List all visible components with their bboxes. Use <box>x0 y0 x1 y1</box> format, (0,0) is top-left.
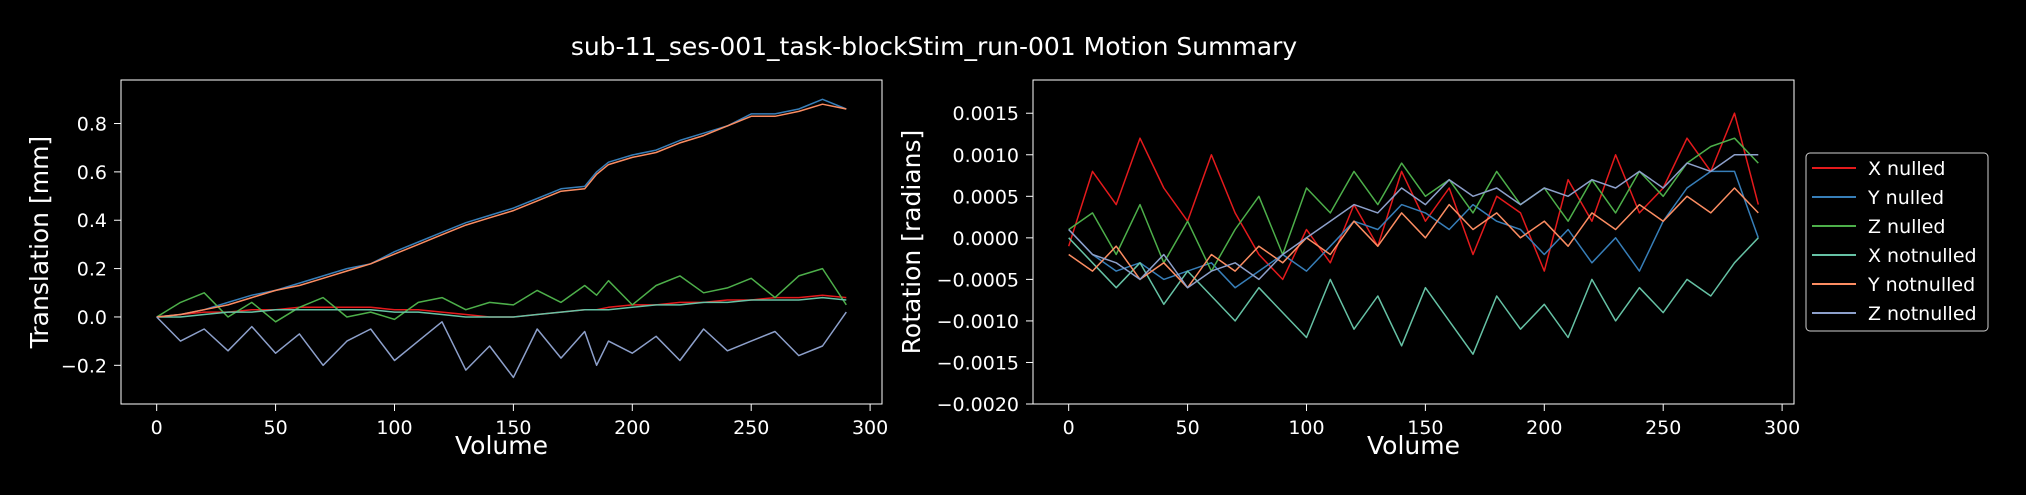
translation-panel: 0 50 100 150 200 250 300 −0.2 0.0 0.2 0.4 0.6 0.8 Vol… <box>25 79 888 460</box>
x-tick-label: 200 <box>614 417 650 439</box>
series-line-y-notnulled <box>156 103 847 318</box>
legend-label: Y nulled <box>1867 187 1944 209</box>
legend-label: Y notnulled <box>1867 274 1975 296</box>
y-tick-label: 0.2 <box>77 259 107 281</box>
figure-title: sub-11_ses-001_task-blockStim_run-001 Mo… <box>571 32 1298 61</box>
plot-frame <box>120 79 883 405</box>
y-tick-label: 0.0000 <box>953 228 1019 250</box>
series-line-y-nulled <box>1068 170 1760 289</box>
series-line-x-notnulled <box>1068 237 1759 355</box>
y-axis-label: Translation [mm] <box>25 136 54 349</box>
x-tick-label: 100 <box>1288 417 1324 439</box>
x-tick-label: 150 <box>495 417 531 439</box>
x-tick-label: 150 <box>1407 417 1443 439</box>
x-tick-label: 50 <box>263 417 287 439</box>
legend: X nulled Y nulled Z nulled X notnulled Y not… <box>1805 152 1989 332</box>
y-tick-label: 0.6 <box>77 162 107 184</box>
y-tick-label: 0.8 <box>77 114 107 136</box>
y-tick-label: −0.0020 <box>937 394 1019 416</box>
series-line-z-nulled <box>1068 137 1759 272</box>
y-tick-label: −0.0005 <box>937 269 1019 291</box>
x-tick-label: 250 <box>1645 417 1681 439</box>
x-tick-label: 0 <box>151 417 163 439</box>
legend-label: Z nulled <box>1868 216 1945 238</box>
y-tick-label: 0.0010 <box>953 145 1019 167</box>
y-tick-label: 0.0 <box>77 307 107 329</box>
series-line-y-notnulled <box>1068 187 1759 289</box>
x-tick-label: 300 <box>1764 417 1800 439</box>
series-line-z-notnulled <box>156 311 847 379</box>
y-tick-label: −0.0010 <box>937 311 1019 333</box>
x-tick-label: 200 <box>1526 417 1562 439</box>
y-tick-label: 0.0005 <box>953 186 1019 208</box>
y-tick-label: −0.0015 <box>937 352 1019 374</box>
x-axis-label: Volume <box>1367 431 1460 460</box>
rotation-panel: 0 50 100 150 200 250 300 −0.0020 −0.0015 −0.0010 −… <box>897 79 1800 460</box>
y-tick-label: 0.0015 <box>953 103 1019 125</box>
series-line-z-notnulled <box>1068 154 1759 289</box>
x-tick-label: 250 <box>733 417 769 439</box>
series-line-x-notnulled <box>156 296 847 318</box>
y-tick-label: 0.4 <box>77 210 107 232</box>
plot-frame <box>1032 79 1795 405</box>
legend-label: Z notnulled <box>1868 303 1977 325</box>
y-axis-label: Rotation [radians] <box>897 130 926 355</box>
y-tick-label: −0.2 <box>61 355 107 377</box>
x-tick-label: 300 <box>852 417 888 439</box>
legend-label: X nulled <box>1868 158 1945 180</box>
x-axis-label: Volume <box>455 431 548 460</box>
x-tick-label: 0 <box>1063 417 1075 439</box>
x-tick-label: 50 <box>1175 417 1199 439</box>
series-line-z-nulled <box>156 267 847 323</box>
legend-items: X nulled Y nulled Z nulled X notnulled Y not… <box>1812 158 1977 325</box>
x-tick-label: 100 <box>376 417 412 439</box>
legend-label: X notnulled <box>1868 245 1977 267</box>
